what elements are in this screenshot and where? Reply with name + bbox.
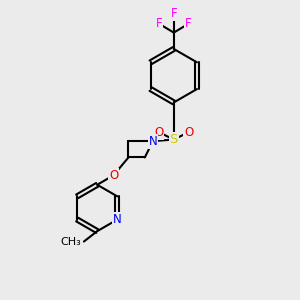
Text: N: N bbox=[113, 213, 122, 226]
Text: F: F bbox=[170, 7, 177, 20]
Text: F: F bbox=[156, 17, 162, 30]
Text: S: S bbox=[169, 133, 178, 146]
Text: O: O bbox=[184, 126, 193, 139]
Text: O: O bbox=[154, 126, 164, 139]
Text: F: F bbox=[185, 17, 192, 30]
Text: O: O bbox=[109, 169, 118, 182]
Text: CH₃: CH₃ bbox=[60, 236, 81, 247]
Text: N: N bbox=[148, 135, 157, 148]
